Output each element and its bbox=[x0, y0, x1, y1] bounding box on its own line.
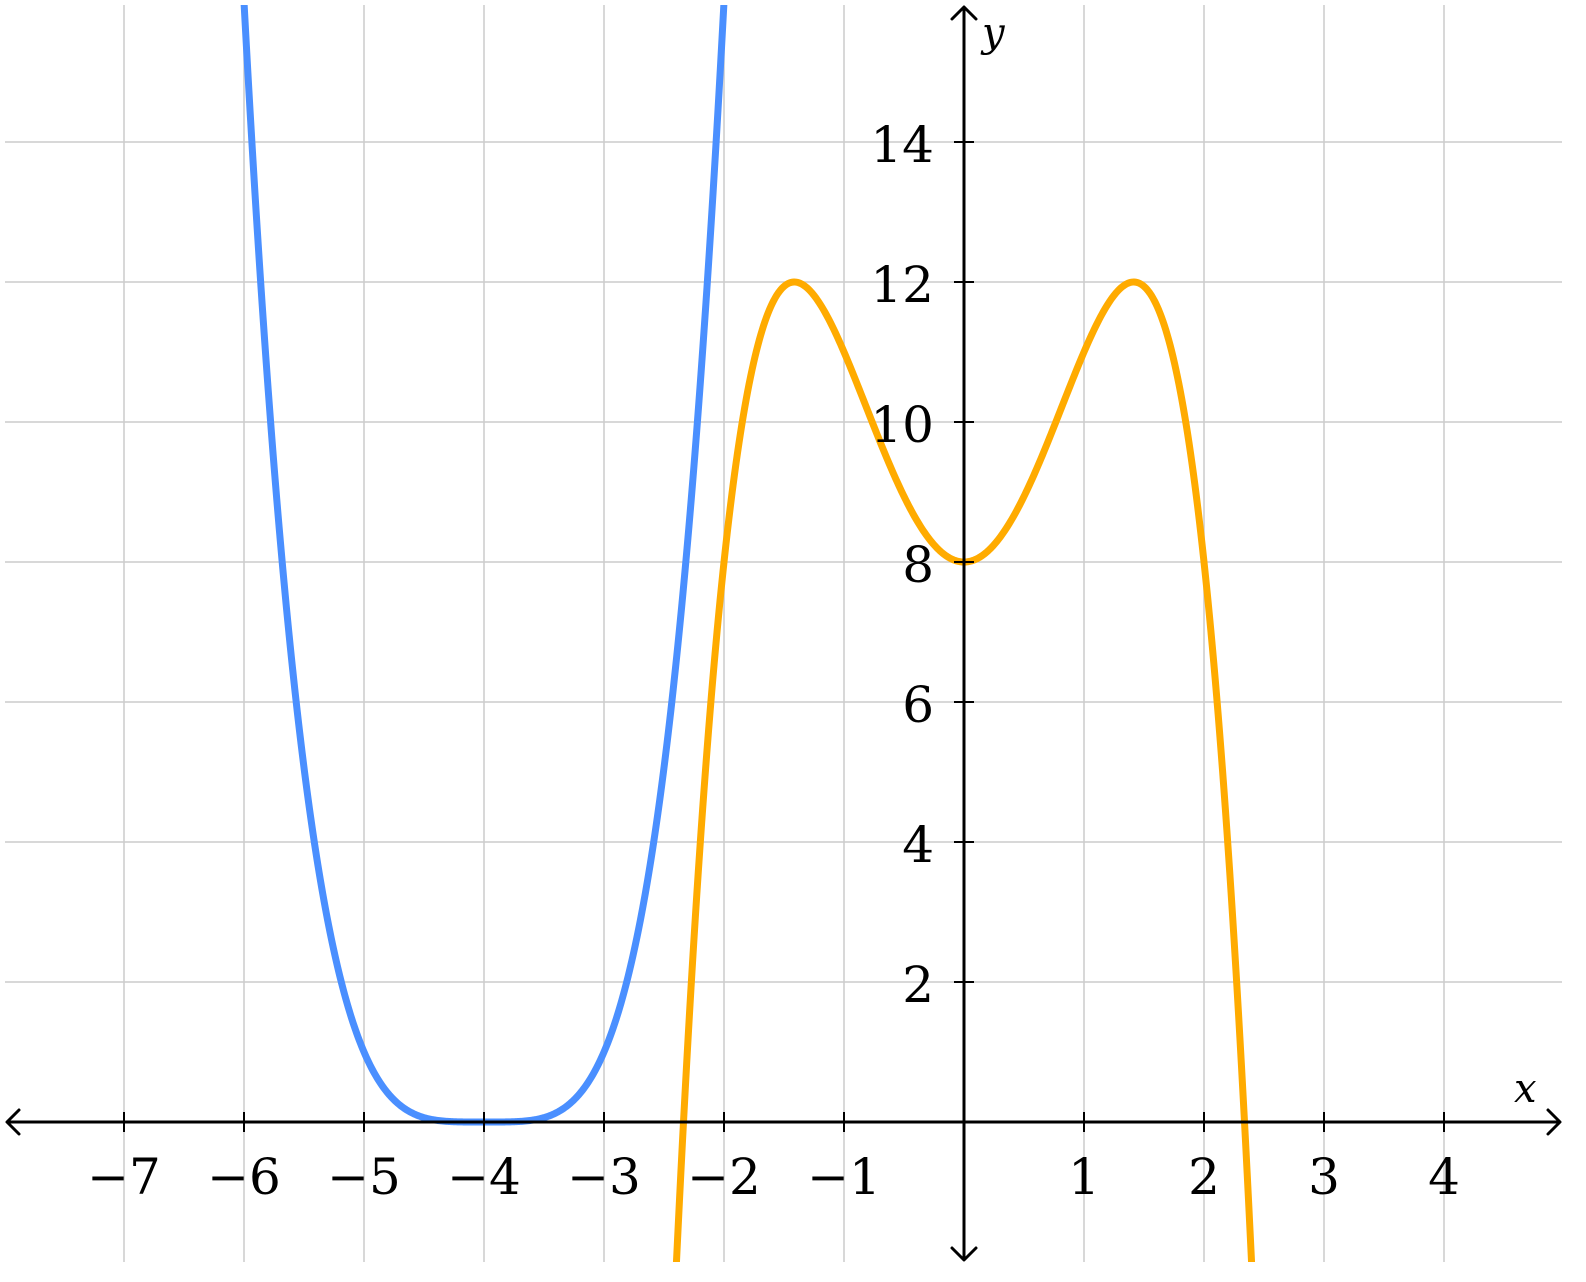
x-tick-label: −2 bbox=[687, 1148, 761, 1206]
x-tick-label: −7 bbox=[87, 1148, 161, 1206]
x-axis-arrow-left bbox=[5, 1108, 21, 1136]
x-axis-label: x bbox=[1514, 1066, 1537, 1112]
x-tick-label: −5 bbox=[327, 1148, 401, 1206]
y-axis-label: y bbox=[980, 10, 1006, 56]
series-group bbox=[240, 5, 1256, 1262]
y-axis-arrow-down bbox=[950, 1246, 978, 1262]
x-axis-arrow-right bbox=[1546, 1108, 1562, 1136]
x-tick-label: 1 bbox=[1068, 1148, 1100, 1206]
y-tick-label: 10 bbox=[870, 396, 934, 454]
y-tick-label: 8 bbox=[902, 536, 934, 594]
x-tick-label: 3 bbox=[1308, 1148, 1340, 1206]
x-tick-label: −6 bbox=[207, 1148, 281, 1206]
x-tick-label: −3 bbox=[567, 1148, 641, 1206]
y-tick-label: 12 bbox=[870, 256, 934, 314]
x-tick-label: −1 bbox=[807, 1148, 881, 1206]
y-tick-label: 2 bbox=[902, 956, 934, 1014]
y-axis-arrow-up bbox=[950, 5, 978, 21]
y-tick-label: 14 bbox=[870, 116, 934, 174]
grid bbox=[5, 5, 1562, 1262]
y-tick-label: 6 bbox=[902, 676, 934, 734]
x-tick-label: −4 bbox=[447, 1148, 521, 1206]
x-tick-label: 4 bbox=[1428, 1148, 1460, 1206]
axes bbox=[5, 5, 1562, 1262]
x-tick-label: 2 bbox=[1188, 1148, 1220, 1206]
y-tick-label: 4 bbox=[902, 816, 934, 874]
